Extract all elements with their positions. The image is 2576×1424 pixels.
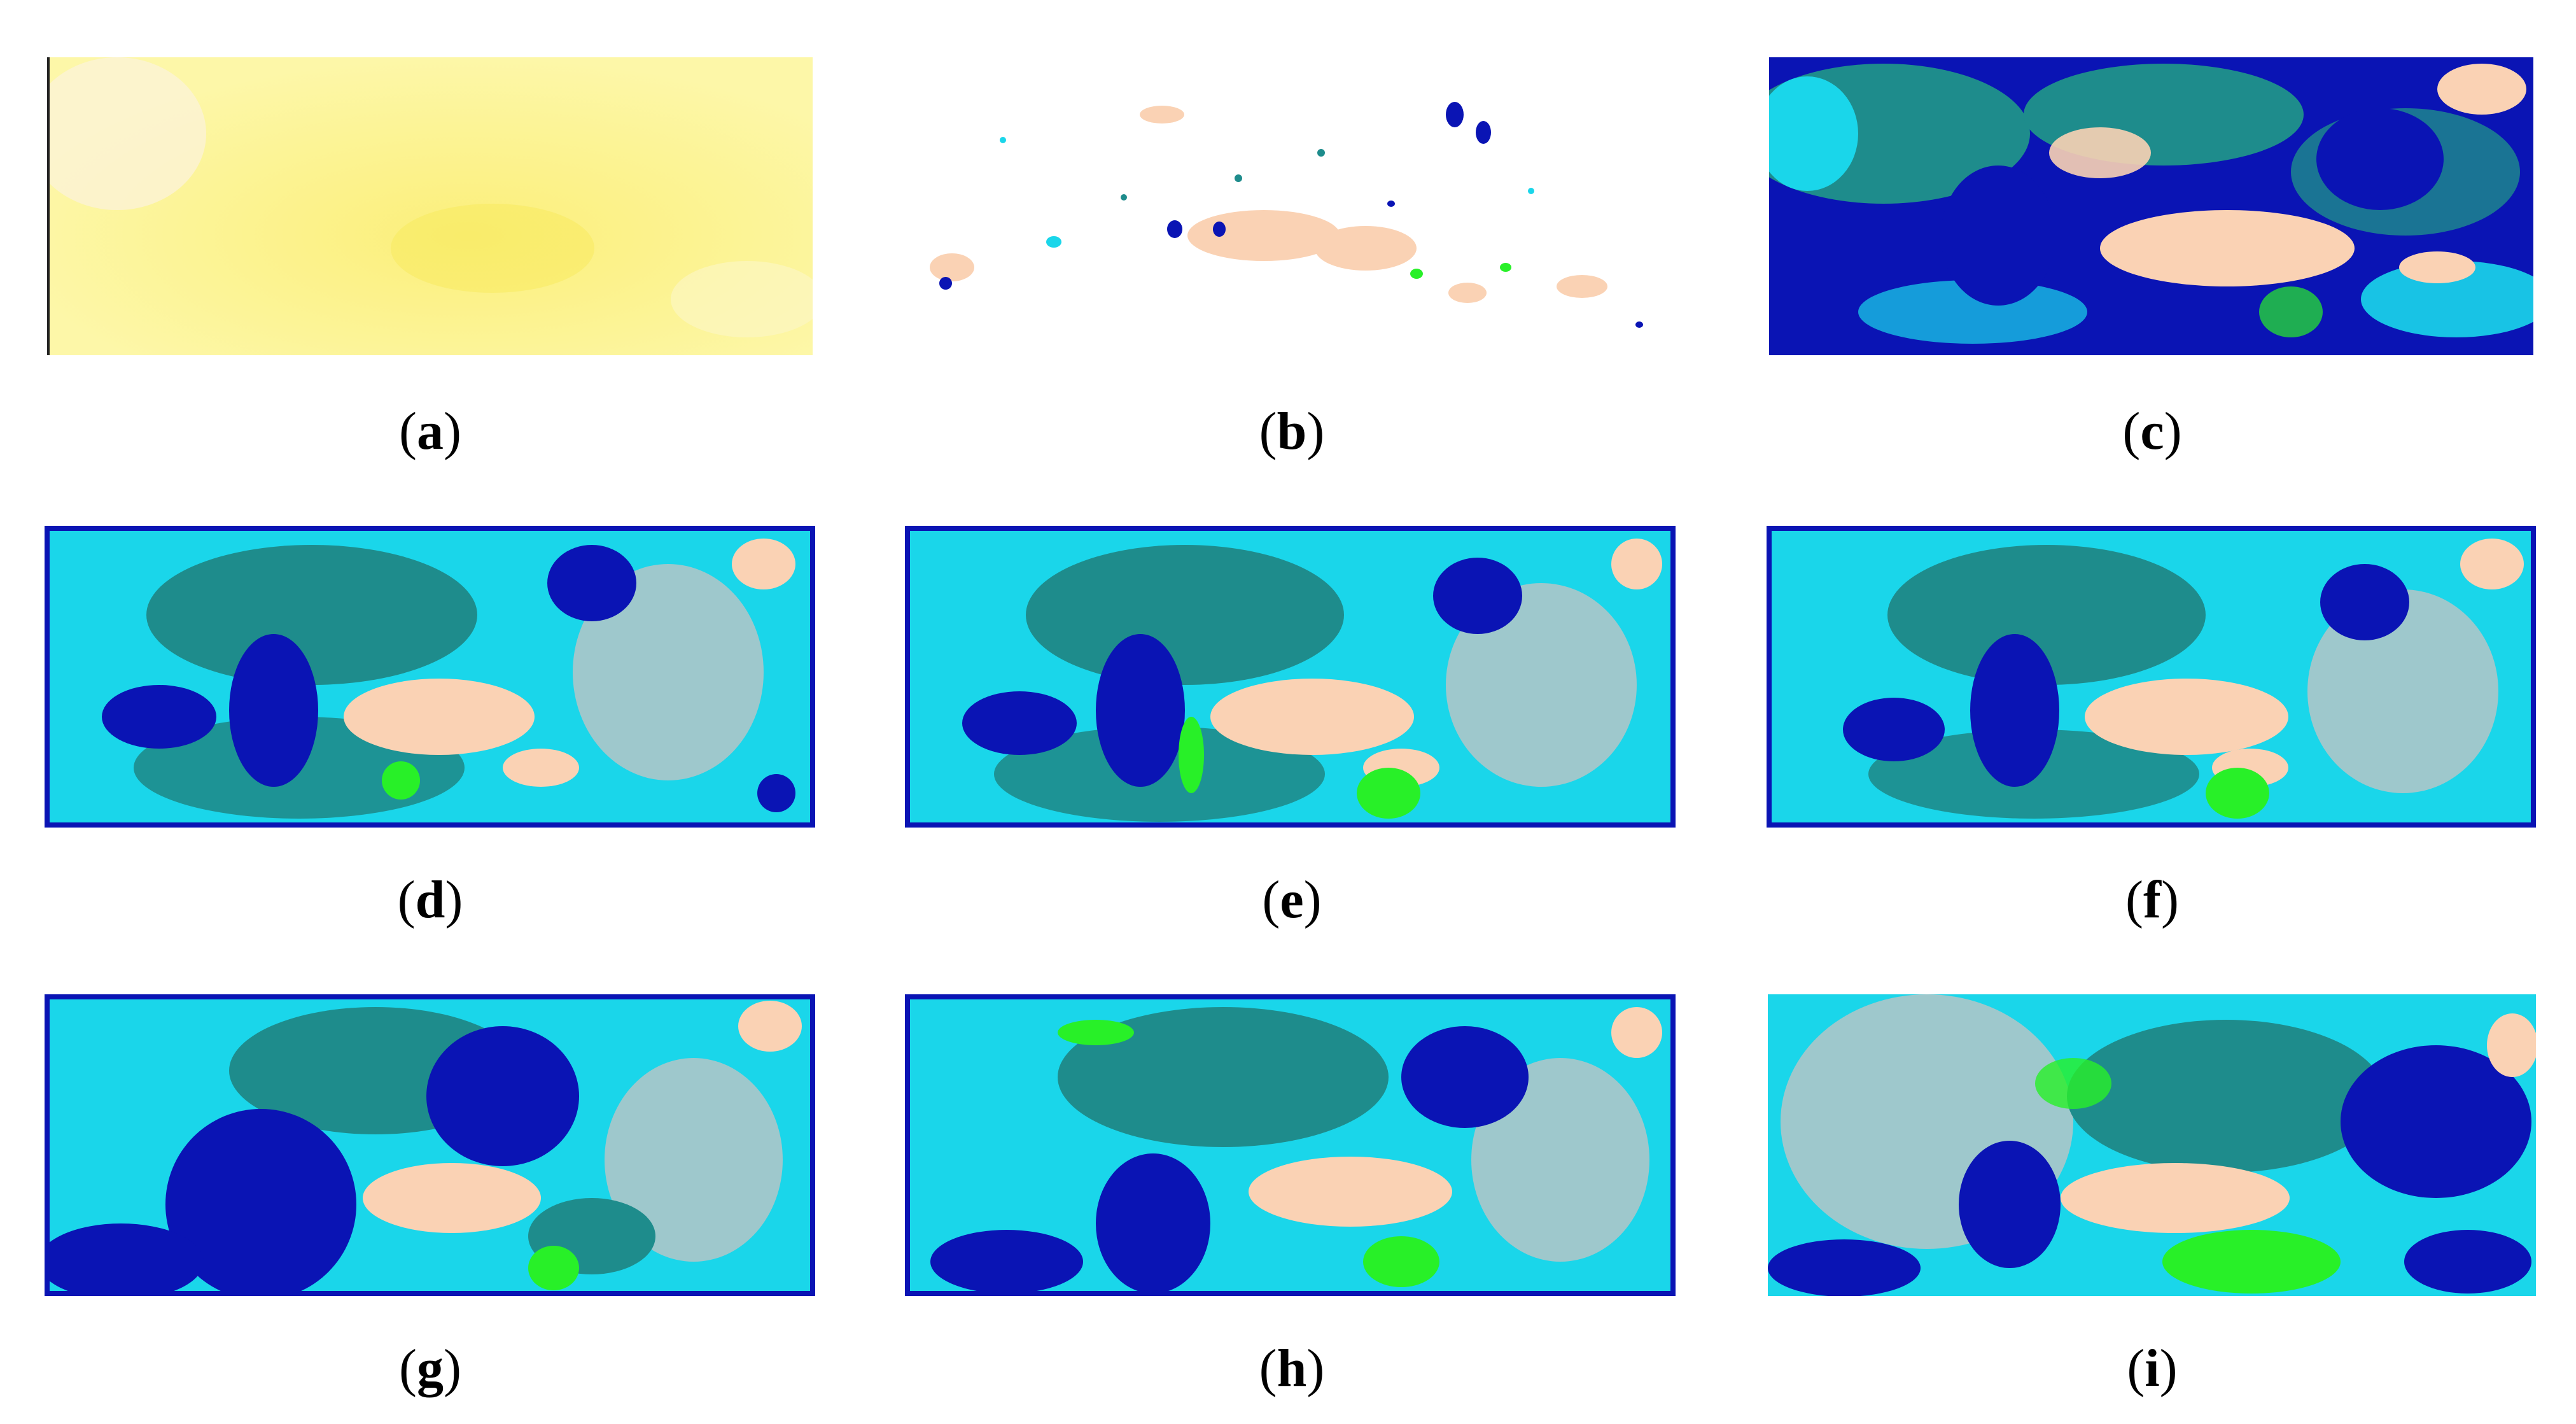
panel-e-image [905,526,1676,828]
caption-b: (b) [1259,402,1325,461]
panel-b-image [907,57,1674,355]
panel-h-image [905,994,1676,1296]
panel-c-image [1769,57,2533,355]
caption-a: (a) [399,402,461,461]
caption-h: (h) [1259,1339,1325,1398]
panel-g-image [45,994,815,1296]
caption-f: (f) [2125,870,2179,929]
panel-f-image [1767,526,2536,828]
caption-e: (e) [1262,870,1322,929]
panel-a-image [47,57,813,355]
caption-c: (c) [2122,402,2182,461]
caption-i: (i) [2127,1339,2178,1398]
caption-g: (g) [399,1339,461,1398]
panel-d-image [45,526,815,828]
caption-d: (d) [397,870,463,929]
panel-i-image [1768,994,2536,1296]
